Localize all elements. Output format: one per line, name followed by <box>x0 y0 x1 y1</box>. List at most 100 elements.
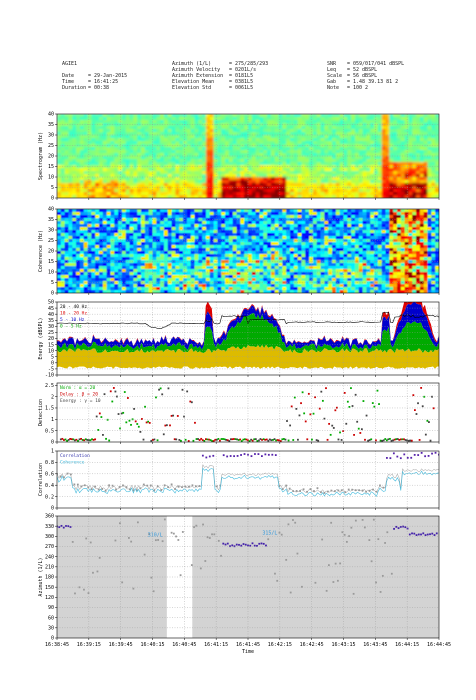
heatmap-cell <box>324 120 329 124</box>
heatmap-cell <box>137 215 142 219</box>
heatmap-cell <box>148 263 154 267</box>
heatmap-cell <box>251 150 257 154</box>
heatmap-cell <box>339 245 345 249</box>
heatmap-cell <box>183 248 188 252</box>
heatmap-cell <box>118 287 123 291</box>
heatmap-cell <box>156 266 161 270</box>
heatmap-cell <box>259 165 264 169</box>
heatmap-cell <box>160 159 165 163</box>
heatmap-cell <box>290 233 295 237</box>
heatmap-cell <box>163 138 169 142</box>
heatmap-cell <box>267 260 272 264</box>
heatmap-cell <box>270 263 276 267</box>
heatmap-cell <box>186 242 192 246</box>
heatmap-cell <box>99 126 104 130</box>
heatmap-cell <box>362 129 368 133</box>
heatmap-cell <box>57 212 62 216</box>
heatmap-cell <box>259 141 264 145</box>
heatmap-cell <box>95 221 100 225</box>
heatmap-cell <box>190 192 196 196</box>
heatmap-cell <box>148 138 154 142</box>
heatmap-cell <box>144 195 150 198</box>
heatmap-cell <box>393 159 398 163</box>
heatmap-cell <box>419 165 425 169</box>
heatmap-cell <box>175 144 180 148</box>
heatmap-cell <box>324 132 329 136</box>
heatmap-cell <box>232 141 238 145</box>
heatmap-cell <box>125 114 131 118</box>
heatmap-cell <box>163 114 169 118</box>
heatmap-cell <box>316 135 322 139</box>
heatmap-cell <box>68 141 73 145</box>
heatmap-cell <box>213 192 219 196</box>
heatmap-cell <box>366 177 371 181</box>
heatmap-cell <box>305 230 310 234</box>
heatmap-cell <box>194 287 199 291</box>
heatmap-cell <box>301 144 306 148</box>
heatmap-cell <box>267 221 272 225</box>
heatmap-cell <box>141 290 146 293</box>
heatmap-cell <box>152 260 157 264</box>
heatmap-cell <box>156 186 161 190</box>
heatmap-cell <box>99 281 104 285</box>
heatmap-cell <box>335 120 341 124</box>
heatmap-cell <box>125 287 131 291</box>
heatmap-cell <box>236 153 241 157</box>
heatmap-cell <box>328 233 333 237</box>
heatmap-cell <box>121 165 127 169</box>
heatmap-cell <box>133 227 138 231</box>
heatmap-cell <box>198 132 203 136</box>
heatmap-cell <box>248 123 253 127</box>
heatmap-cell <box>267 254 272 258</box>
heatmap-cell <box>286 221 291 225</box>
heatmap-cell <box>171 215 177 219</box>
heatmap-cell <box>144 174 150 178</box>
heatmap-cell <box>95 245 100 249</box>
heatmap-cell <box>167 132 173 136</box>
heatmap-cell <box>64 165 70 169</box>
heatmap-cell <box>186 281 192 285</box>
heatmap-cell <box>141 168 146 172</box>
heatmap-cell <box>106 129 112 133</box>
heatmap-cell <box>217 284 222 288</box>
heatmap-cell <box>148 230 154 234</box>
heatmap-cell <box>267 195 272 198</box>
heatmap-cell <box>83 153 89 157</box>
heatmap-cell <box>148 260 154 264</box>
heatmap-cell <box>259 260 264 264</box>
heatmap-cell <box>240 126 245 130</box>
heatmap-cell <box>129 150 134 154</box>
heatmap-cell <box>91 132 96 136</box>
heatmap-cell <box>76 114 81 118</box>
heatmap-cell <box>309 290 314 293</box>
heatmap-cell <box>64 147 70 151</box>
heatmap-cell <box>167 141 173 145</box>
heatmap-cell <box>377 180 383 184</box>
heatmap-cell <box>335 290 341 293</box>
heatmap-cell <box>125 215 131 219</box>
heatmap-cell <box>148 209 154 213</box>
heatmap-cell <box>290 239 295 243</box>
heatmap-cell <box>362 114 368 118</box>
heatmap-cell <box>309 230 314 234</box>
heatmap-cell <box>179 269 184 273</box>
heatmap-cell <box>267 123 272 127</box>
heatmap-cell <box>293 189 299 193</box>
heatmap-cell <box>141 272 146 276</box>
header-info-azimuth: Azimuth (1/L) = 275/285/293 Azimuth Veloci… <box>172 61 268 91</box>
heatmap-cell <box>118 174 123 178</box>
heatmap-cell <box>57 278 62 282</box>
heatmap-cell <box>316 171 322 175</box>
heatmap-cell <box>248 126 253 130</box>
heatmap-cell <box>57 150 62 154</box>
heatmap-cell <box>144 147 150 151</box>
heatmap-cell <box>316 215 322 219</box>
heatmap-cell <box>79 218 85 222</box>
heatmap-cell <box>366 138 371 142</box>
heatmap-cell <box>286 275 291 279</box>
heatmap-cell <box>91 260 96 264</box>
heatmap-cell <box>312 230 318 234</box>
heatmap-cell <box>228 257 234 261</box>
heatmap-cell <box>217 180 222 184</box>
heatmap-cell <box>64 126 70 130</box>
